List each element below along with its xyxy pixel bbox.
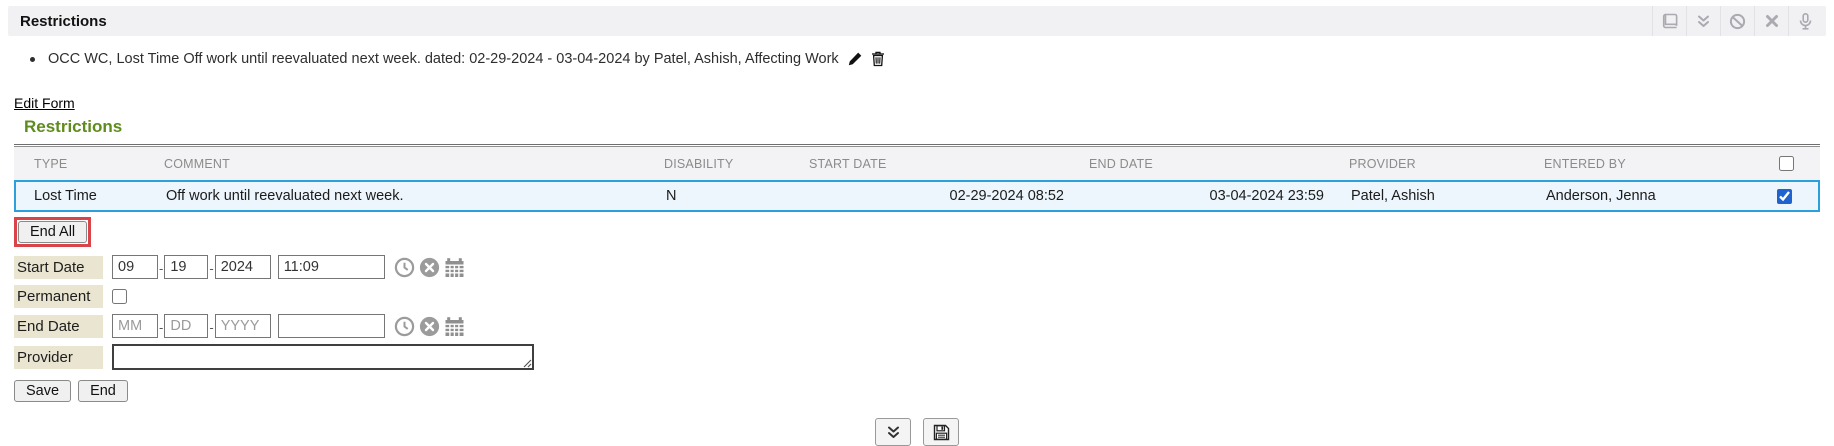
column-header-provider: PROVIDER	[1334, 157, 1529, 171]
row-checkbox-cell	[1761, 189, 1818, 204]
double-chevron-down-icon[interactable]	[1686, 6, 1720, 36]
start-year-input[interactable]	[215, 255, 271, 279]
restriction-summary-text: OCC WC, Lost Time Off work until reevalu…	[48, 49, 839, 69]
cell-comment: Off work until reevaluated next week.	[151, 188, 651, 204]
row-checkbox[interactable]	[1777, 189, 1792, 204]
column-header-comment: COMMENT	[149, 157, 649, 171]
table-header-row: TYPE COMMENT DISABILITY START DATE END D…	[14, 147, 1820, 180]
select-all-checkbox[interactable]	[1779, 156, 1794, 171]
end-all-button[interactable]: End All	[18, 221, 87, 243]
save-button[interactable]: Save	[14, 380, 71, 402]
permanent-row: Permanent	[14, 285, 1834, 308]
end-day-input[interactable]	[164, 314, 208, 338]
restriction-form: End All Start Date - - Permanent End Dat…	[14, 217, 1834, 402]
edit-form-link[interactable]: Edit Form	[14, 95, 75, 111]
cell-entered-by: Anderson, Jenna	[1531, 188, 1761, 204]
clear-icon[interactable]	[419, 257, 440, 278]
start-day-input[interactable]	[164, 255, 208, 279]
microphone-icon[interactable]	[1788, 6, 1822, 36]
cell-type: Lost Time	[16, 188, 151, 204]
start-date-label: Start Date	[14, 256, 103, 279]
end-date-row: End Date - -	[14, 314, 1834, 338]
book-icon[interactable]	[1652, 6, 1686, 36]
table-row[interactable]: Lost Time Off work until reevaluated nex…	[14, 180, 1820, 212]
double-chevron-down-icon	[886, 425, 901, 440]
clock-icon[interactable]	[394, 316, 415, 337]
cell-start-date: 02-29-2024 08:52	[796, 188, 1076, 204]
restriction-summary-list: OCC WC, Lost Time Off work until reevalu…	[30, 49, 1834, 69]
column-header-type: TYPE	[14, 157, 149, 171]
select-all-checkbox-cell	[1759, 156, 1820, 171]
expand-double-chevron-button[interactable]	[875, 418, 911, 446]
provider-input[interactable]	[112, 344, 534, 370]
panel-title: Restrictions	[20, 13, 107, 30]
end-date-label: End Date	[14, 315, 103, 338]
clock-icon[interactable]	[394, 257, 415, 278]
section-title: Restrictions	[24, 117, 1834, 137]
calendar-icon[interactable]	[444, 257, 465, 278]
provider-input-wrap	[112, 344, 534, 370]
panel-header: Restrictions	[8, 6, 1826, 36]
restrictions-table: TYPE COMMENT DISABILITY START DATE END D…	[14, 144, 1820, 212]
form-buttons: Save End	[14, 380, 1834, 402]
edit-pencil-icon[interactable]	[847, 51, 863, 67]
permanent-checkbox[interactable]	[112, 289, 127, 304]
bottom-toolbar	[0, 418, 1834, 446]
cell-end-date: 03-04-2024 23:59	[1076, 188, 1336, 204]
end-time-input[interactable]	[278, 314, 385, 338]
end-month-input[interactable]	[112, 314, 158, 338]
prohibit-icon[interactable]	[1720, 6, 1754, 36]
end-date-icons	[394, 316, 465, 337]
end-year-input[interactable]	[215, 314, 271, 338]
close-icon[interactable]	[1754, 6, 1788, 36]
column-header-entered-by: ENTERED BY	[1529, 157, 1759, 171]
panel-header-toolbar	[1652, 6, 1822, 36]
column-header-end-date: END DATE	[1074, 157, 1334, 171]
permanent-label: Permanent	[14, 285, 103, 308]
column-header-start-date: START DATE	[794, 157, 1074, 171]
provider-label: Provider	[14, 346, 103, 369]
delete-trash-icon[interactable]	[871, 51, 885, 67]
provider-row: Provider	[14, 344, 1834, 370]
cell-provider: Patel, Ashish	[1336, 188, 1531, 204]
clear-icon[interactable]	[419, 316, 440, 337]
start-date-row: Start Date - -	[14, 255, 1834, 279]
start-date-icons	[394, 257, 465, 278]
save-toolbar-button[interactable]	[923, 418, 959, 446]
save-disk-icon	[933, 424, 950, 441]
start-time-input[interactable]	[278, 255, 385, 279]
calendar-icon[interactable]	[444, 316, 465, 337]
bullet-dot	[30, 57, 35, 62]
restriction-summary-item: OCC WC, Lost Time Off work until reevalu…	[30, 49, 1834, 69]
cell-disability: N	[651, 188, 796, 204]
column-header-disability: DISABILITY	[649, 157, 794, 171]
start-month-input[interactable]	[112, 255, 158, 279]
end-button[interactable]: End	[78, 380, 128, 402]
end-all-highlight-box: End All	[14, 217, 91, 247]
